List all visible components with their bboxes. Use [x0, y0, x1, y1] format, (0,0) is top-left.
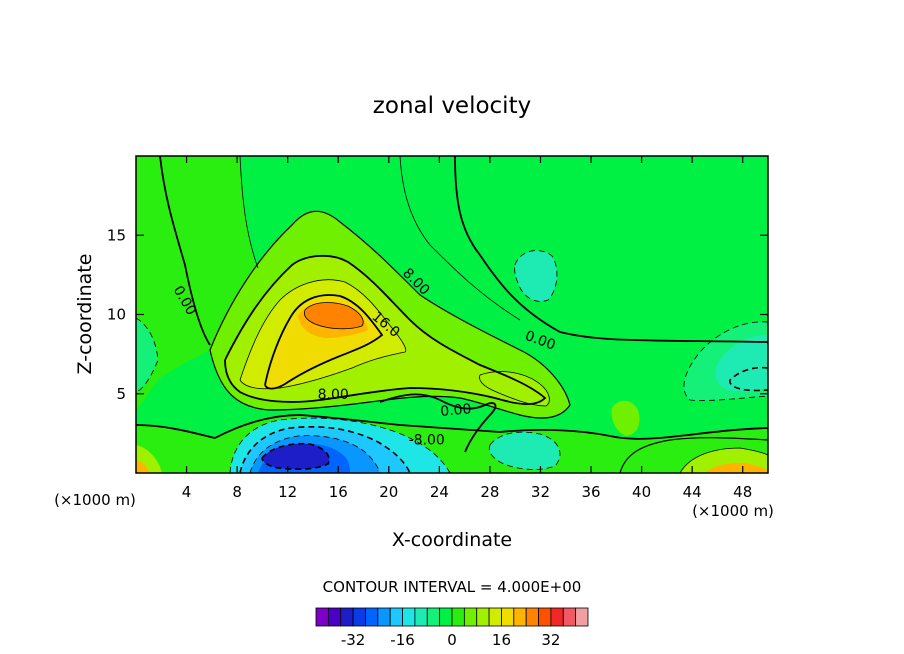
- y-tick-label: 10: [107, 306, 126, 324]
- field-region-negative-mid-right: [489, 432, 560, 470]
- colorbar-swatch: [414, 607, 428, 627]
- x-tick-label: 12: [278, 483, 297, 501]
- contour-neg-right-inner: [729, 366, 768, 392]
- colorbar-swatch: [402, 607, 416, 627]
- field-region-jet-core: [304, 302, 364, 329]
- colorbar-swatch: [327, 607, 342, 627]
- colorbar-swatch: [476, 607, 490, 627]
- contour-lobe-32: [479, 371, 550, 407]
- colorbar-swatch: [439, 607, 453, 627]
- colorbar-swatch: [377, 607, 391, 627]
- colorbar-tick-label: -16: [390, 631, 415, 649]
- field-region-negative-core-darkest: [262, 443, 330, 470]
- field-region-lobe-32: [479, 371, 550, 406]
- contour-thin-upper-mid: [399, 156, 521, 321]
- colorbar-tick-label: 32: [541, 631, 560, 649]
- x-tick-label: 28: [480, 483, 499, 501]
- contour-neg-core-4: [229, 417, 451, 473]
- x-tick-label: 20: [379, 483, 398, 501]
- colorbar-swatch: [315, 607, 329, 627]
- field-region-negative-upper-right: [514, 250, 557, 302]
- x-tick-label: 44: [683, 483, 702, 501]
- contour-neg-core-8: [239, 425, 411, 473]
- contour-wavy-mid: [379, 393, 497, 453]
- contour-label: 0.00: [440, 401, 472, 420]
- colorbar-swatch: [525, 607, 539, 627]
- chart-title: zonal velocity: [373, 93, 531, 119]
- contour-jet-core: [304, 302, 364, 330]
- x-tick-label: 40: [632, 483, 651, 501]
- x-tick-label: 48: [733, 483, 752, 501]
- colorbar-swatch: [538, 607, 552, 627]
- colorbar-swatch: [513, 607, 527, 627]
- contour-label: 8.00: [318, 387, 349, 403]
- contour-jet-8: [224, 255, 547, 405]
- contour-thin-upper: [239, 156, 259, 269]
- field-region-bottom-left-core: [136, 460, 150, 473]
- contour-neg-mid-right: [488, 431, 561, 470]
- field-region-bottom-right-core: [705, 462, 768, 473]
- x-unit-right: (×1000 m): [692, 502, 774, 520]
- contour-bottom-right-pos: [679, 447, 768, 473]
- contour-neg-upper-right: [514, 250, 558, 302]
- colorbar-swatch: [365, 607, 379, 627]
- x-unit-left: (×1000 m): [54, 491, 136, 509]
- contour-neg-left: [136, 317, 159, 393]
- contour-interval-text: CONTOUR INTERVAL = 4.000E+00: [323, 578, 582, 596]
- contour-zero-upper: [454, 156, 768, 343]
- colorbar-swatch: [463, 607, 478, 627]
- colorbar-tick-label: -32: [341, 631, 366, 649]
- field-region-left-negative: [136, 318, 158, 392]
- colorbar-tick-label: 16: [492, 631, 511, 649]
- x-tick-label: 8: [232, 483, 242, 501]
- contour-jet-outer: [209, 210, 571, 419]
- colorbar-tick-label: 0: [447, 631, 457, 649]
- contour-zero-left: [159, 156, 211, 346]
- contour-lines: [136, 156, 768, 473]
- contour-low-zero: [136, 414, 768, 440]
- x-axis-label: X-coordinate: [392, 529, 512, 551]
- x-axis: 4 8 12 16 20 24 28 32 36 40 44 48: [182, 156, 752, 501]
- colorbar-swatch: [352, 607, 366, 627]
- contour-neg-core-16: [261, 442, 330, 470]
- contour-jet-16: [264, 294, 384, 390]
- colorbar-swatch: [550, 607, 564, 627]
- contour-jet-12: [239, 279, 407, 390]
- colorbar-swatch: [501, 607, 515, 627]
- colorbar: -32 -16 0 16 32: [315, 607, 589, 649]
- y-tick-label: 5: [116, 385, 126, 403]
- colorbar-swatch: [426, 607, 441, 627]
- x-tick-label: 36: [581, 483, 600, 501]
- contour-label: -8.00: [409, 433, 445, 449]
- y-tick-label: 15: [107, 226, 126, 244]
- x-tick-label: 32: [531, 483, 550, 501]
- colorbar-swatch: [340, 607, 354, 627]
- x-tick-label: 4: [182, 483, 192, 501]
- field-region-left: [136, 156, 262, 410]
- colorbar-swatch: [451, 607, 465, 627]
- field-region-bump-40: [611, 400, 640, 436]
- y-axis: 5 10 15: [107, 226, 768, 403]
- y-axis-label: Z-coordinate: [74, 254, 96, 375]
- x-tick-label: 24: [430, 483, 449, 501]
- contour-right-low: [619, 437, 768, 473]
- colorbar-swatch: [488, 607, 502, 627]
- colorbar-swatch: [575, 607, 589, 627]
- colorbar-swatch: [389, 607, 403, 627]
- x-tick-label: 16: [329, 483, 348, 501]
- field-region-negative-right-inner: [715, 335, 768, 392]
- colorbar-swatch: [562, 607, 577, 627]
- contour-lines-negative: [136, 250, 768, 473]
